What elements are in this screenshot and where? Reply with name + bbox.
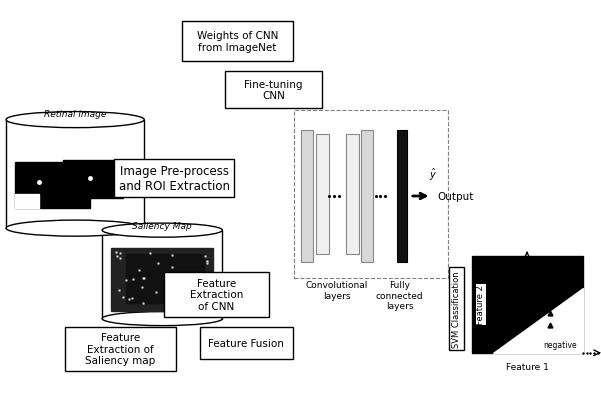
Bar [397,130,407,263]
Text: Fine-tuning
CNN: Fine-tuning CNN [244,79,303,101]
Bar [316,134,329,255]
Polygon shape [493,289,583,353]
Bar [472,257,583,353]
Bar [200,327,293,359]
Text: Feature 1: Feature 1 [505,362,549,371]
Bar [294,110,448,279]
Bar [15,162,90,209]
Bar [15,194,39,209]
Text: Feature
Extraction
of CNN: Feature Extraction of CNN [190,278,243,311]
Text: Feature Fusion: Feature Fusion [209,338,284,348]
Text: SVM Classification: SVM Classification [453,271,461,347]
Bar [63,160,123,198]
Text: $\hat{y}$: $\hat{y}$ [429,166,437,182]
Bar [182,22,293,62]
Bar [163,273,269,317]
Text: negative: negative [543,340,577,349]
Bar [6,120,144,229]
Bar [102,231,222,319]
Text: Fully
connected
layers: Fully connected layers [376,281,424,310]
Bar [126,255,204,303]
Ellipse shape [6,112,144,128]
Text: Retinal image: Retinal image [44,110,106,119]
Ellipse shape [102,312,222,326]
Text: Image Pre-process
and ROI Extraction: Image Pre-process and ROI Extraction [119,164,230,192]
Text: Weights of CNN
from ImageNet: Weights of CNN from ImageNet [197,31,278,53]
Bar [114,159,234,197]
Bar [300,130,313,263]
Bar [346,134,359,255]
Text: Feature
Extraction of
Saliency map: Feature Extraction of Saliency map [85,332,155,365]
Ellipse shape [102,224,222,237]
Bar [361,130,373,263]
Bar [225,72,322,108]
Text: Convolutional
layers: Convolutional layers [305,281,368,300]
Bar [65,327,175,371]
Text: Feature 2: Feature 2 [477,285,485,325]
Text: Output: Output [438,192,474,201]
Bar [111,249,213,311]
Ellipse shape [6,221,144,237]
Text: Saliency Map: Saliency Map [132,221,192,230]
